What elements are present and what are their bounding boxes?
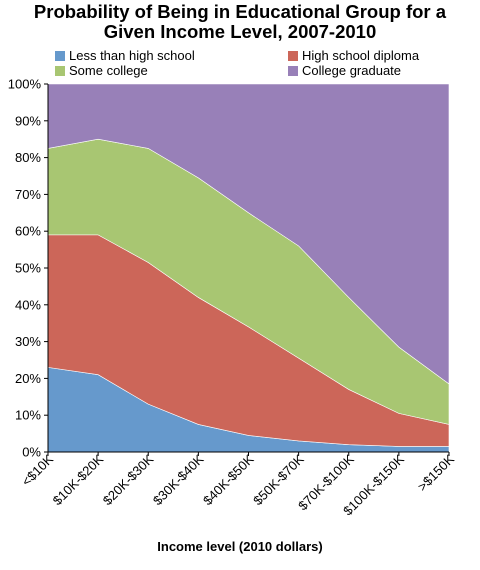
legend-item-some-college: Some college	[55, 63, 148, 78]
legend-swatch	[55, 65, 65, 76]
area-college-graduate	[47, 83, 450, 385]
x-axis-title: Income level (2010 dollars)	[157, 539, 323, 554]
y-tick-label: 60%	[15, 224, 41, 239]
x-tick-label: $20K-$30K	[100, 451, 157, 508]
legend-label: Less than high school	[69, 48, 195, 63]
y-tick-label: 10%	[15, 408, 41, 423]
chart-title-line-1: Probability of Being in Educational Grou…	[33, 1, 447, 22]
legend-swatch	[55, 50, 65, 61]
legend-swatch	[288, 65, 298, 76]
legend-label: High school diploma	[302, 48, 420, 63]
y-tick-label: 80%	[15, 150, 41, 165]
x-tick-label: >$150K	[415, 451, 458, 494]
legend-swatch	[288, 50, 298, 61]
legend-label: Some college	[69, 63, 148, 78]
y-tick-label: 70%	[15, 187, 41, 202]
chart-title-line-2: Given Income Level, 2007-2010	[103, 21, 377, 42]
y-tick-label: 90%	[15, 113, 41, 128]
y-tick-label: 50%	[15, 261, 41, 276]
x-tick-label: $30K-$40K	[150, 451, 207, 508]
legend-item-college-graduate: College graduate	[288, 63, 401, 78]
y-tick-label: 100%	[8, 77, 42, 92]
legend-item-high-school-diploma: High school diploma	[288, 48, 419, 63]
chart-legend: Less than high school High school diplom…	[0, 48, 480, 82]
legend-label: College graduate	[302, 63, 402, 78]
y-tick-label: 30%	[15, 334, 41, 349]
y-tick-label: 0%	[22, 445, 41, 460]
stacked-area-chart: 0%10%20%30%40%50%60%70%80%90%100%<$10K$1…	[8, 77, 458, 519]
x-tick-label: $40K-$50K	[200, 451, 257, 508]
x-tick-label: $10K-$20K	[50, 451, 107, 508]
legend-item-less-than-high-school: Less than high school	[55, 48, 195, 63]
y-tick-label: 40%	[15, 297, 41, 312]
y-tick-label: 20%	[15, 371, 41, 386]
chart-title: Probability of Being in Educational Grou…	[0, 2, 480, 42]
